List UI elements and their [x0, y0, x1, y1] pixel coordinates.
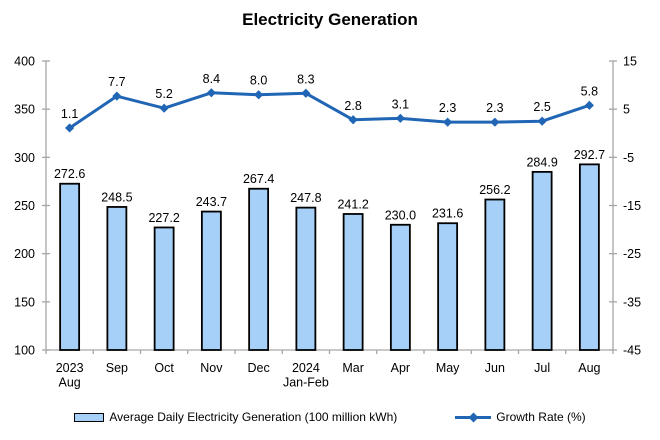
bar-value-label: 241.2 [337, 197, 368, 211]
legend-label-line-series: Growth Rate (%) [496, 410, 586, 424]
bar [484, 198, 506, 351]
left-axis-tick-label: 150 [14, 295, 35, 309]
left-axis-tick-label: 250 [14, 199, 35, 213]
right-axis-tick-label: -15 [623, 199, 641, 213]
bar [578, 163, 600, 351]
x-axis-category-label: Apr [391, 361, 410, 375]
bar-value-label: 284.9 [526, 155, 557, 169]
line-marker-diamond-icon [65, 123, 75, 133]
chart-title: Electricity Generation [242, 10, 418, 29]
left-axis-tick-label: 400 [14, 55, 35, 69]
left-axis-tick-label: 200 [14, 247, 35, 261]
bar-value-label: 231.6 [432, 207, 463, 221]
right-axis-tick-label: 15 [623, 55, 637, 69]
line-value-label: 1.1 [61, 107, 78, 121]
x-axis-category-label: Jun [485, 361, 505, 375]
x-axis-category-sublabel: Aug [59, 376, 81, 390]
legend-item-line-series: Growth Rate (%) [455, 410, 586, 424]
line-marker-diamond-icon [159, 103, 169, 113]
line-marker-diamond-icon [537, 116, 547, 126]
x-axis-category-label: Dec [248, 361, 270, 375]
bar-value-label: 247.8 [290, 191, 321, 205]
bar-value-label: 272.6 [54, 167, 85, 181]
line-marker-diamond-icon [584, 100, 594, 110]
line-value-label: 5.2 [155, 87, 172, 101]
line-marker-diamond-icon [395, 113, 405, 123]
left-axis-tick-label: 300 [14, 151, 35, 165]
bar [437, 222, 459, 351]
left-axis-tick-label: 350 [14, 103, 35, 117]
line-series-swatch-icon [455, 411, 492, 423]
bar [106, 206, 128, 351]
legend-label-bar-series: Average Daily Electricity Generation (10… [109, 410, 398, 424]
bar [59, 182, 81, 351]
line-marker-diamond-icon [301, 88, 311, 98]
right-axis-tick-label: -35 [623, 295, 641, 309]
x-axis-category-label: 2024 [292, 361, 320, 375]
line-marker-diamond-icon [443, 117, 453, 127]
bar [248, 187, 270, 351]
legend-item-bar-series: Average Daily Electricity Generation (10… [74, 410, 397, 424]
chart-legend: Average Daily Electricity Generation (10… [0, 410, 660, 424]
line-value-label: 7.7 [108, 75, 125, 89]
bar-value-label: 243.7 [196, 195, 227, 209]
line-marker-diamond-icon [112, 91, 122, 101]
line-value-label: 3.1 [392, 97, 409, 111]
x-axis-category-label: 2023 [56, 361, 84, 375]
bar-value-label: 292.7 [574, 148, 605, 162]
line-value-label: 2.5 [533, 100, 550, 114]
right-axis-tick-label: -25 [623, 247, 641, 261]
line-swatch-diamond-icon [468, 412, 479, 422]
x-axis-category-label: Jul [534, 361, 550, 375]
bar [531, 170, 553, 351]
x-axis-category-label: Mar [342, 361, 364, 375]
x-axis-category-label: Oct [154, 361, 174, 375]
right-axis-tick-label: 5 [623, 103, 630, 117]
bar-value-label: 267.4 [243, 172, 274, 186]
right-axis-tick-label: -45 [623, 344, 641, 358]
growth-rate-line [68, 91, 591, 130]
line-marker-diamond-icon [348, 115, 358, 125]
bar-value-label: 248.5 [101, 190, 132, 204]
x-axis-category-sublabel: Jan-Feb [283, 376, 329, 390]
left-axis-tick-label: 100 [14, 344, 35, 358]
bar [200, 210, 222, 351]
x-axis-category-label: Nov [200, 361, 223, 375]
line-marker-diamond-icon [254, 90, 264, 100]
line-value-label: 2.3 [486, 101, 503, 115]
line-value-label: 8.4 [203, 72, 220, 86]
bar-series-swatch-icon [74, 412, 105, 422]
bar-value-label: 227.2 [148, 211, 179, 225]
x-axis-category-label: May [436, 361, 460, 375]
line-marker-diamond-icon [206, 88, 216, 98]
line-value-label: 5.8 [581, 84, 598, 98]
bar [342, 213, 364, 351]
bar [153, 226, 175, 351]
bar [389, 223, 411, 351]
line-value-label: 2.3 [439, 101, 456, 115]
x-axis-category-label: Sep [106, 361, 128, 375]
bar [295, 206, 317, 351]
right-axis-tick-label: -5 [623, 151, 634, 165]
line-marker-diamond-icon [490, 117, 500, 127]
bar-value-label: 256.2 [479, 183, 510, 197]
line-value-label: 8.3 [297, 72, 314, 86]
line-value-label: 8.0 [250, 74, 267, 88]
bar-value-label: 230.0 [385, 208, 416, 222]
x-axis-category-label: Aug [578, 361, 600, 375]
line-value-label: 2.8 [344, 99, 361, 113]
